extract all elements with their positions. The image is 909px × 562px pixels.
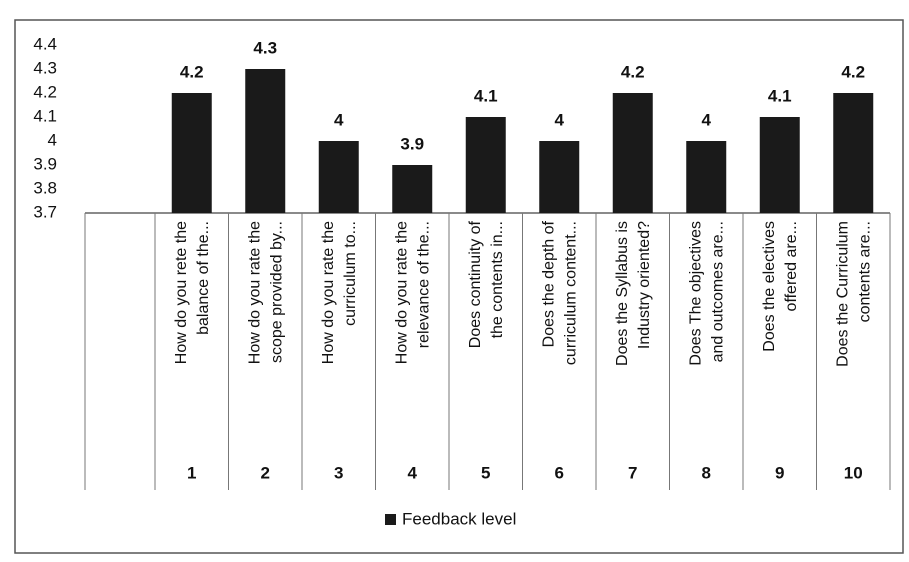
x-tick-label: 8 — [702, 463, 711, 482]
x-tick-label: 10 — [844, 463, 863, 482]
x-tick-label: 5 — [481, 463, 490, 482]
x-tick-label: 7 — [628, 463, 637, 482]
x-tick-label: 2 — [261, 463, 270, 482]
value-label: 4.1 — [474, 86, 498, 105]
y-tick-label: 3.9 — [33, 154, 57, 173]
category-description: curriculum content... — [562, 221, 579, 365]
value-label: 4.1 — [768, 86, 792, 105]
value-label: 4.2 — [841, 62, 865, 81]
y-tick-label: 4.1 — [33, 106, 57, 125]
bar — [686, 141, 727, 213]
chart-frame — [14, 19, 904, 554]
category-description: the contents in... — [489, 221, 506, 338]
category-description: How do you rate the — [393, 221, 410, 364]
y-tick-label: 3.8 — [33, 178, 57, 197]
x-tick-label: 9 — [775, 463, 784, 482]
y-tick-label: 4.4 — [33, 34, 57, 53]
category-description: Does the Curriculum — [834, 221, 851, 367]
value-label: 4 — [334, 110, 344, 129]
y-tick-label: 4.2 — [33, 82, 57, 101]
category-description: relevance of the... — [415, 221, 432, 348]
category-description: Industry oriented? — [636, 221, 653, 349]
category-description: and outcomes are... — [709, 221, 726, 362]
category-description: balance of the... — [195, 221, 212, 335]
value-label: 4.2 — [621, 62, 645, 81]
value-label: 3.9 — [400, 134, 424, 153]
y-tick-label: 4.3 — [33, 58, 57, 77]
y-tick-label: 4 — [48, 130, 57, 149]
category-description: scope provided by... — [268, 221, 285, 363]
category-description: How do you rate the — [320, 221, 337, 364]
bar — [245, 69, 286, 213]
category-description: offered are... — [783, 221, 800, 311]
value-label: 4.2 — [180, 62, 204, 81]
legend-swatch — [385, 514, 396, 525]
bar — [539, 141, 580, 213]
category-description: Does continuity of — [467, 220, 484, 348]
category-description: How do you rete the — [173, 221, 190, 364]
x-tick-label: 1 — [187, 463, 196, 482]
x-tick-label: 3 — [334, 463, 343, 482]
bar — [833, 93, 874, 213]
bar — [759, 117, 800, 213]
x-tick-label: 6 — [555, 463, 564, 482]
category-description: curriculum to... — [342, 221, 359, 326]
value-label: 4.3 — [253, 38, 277, 57]
bar — [318, 141, 359, 213]
legend-label: Feedback level — [402, 509, 516, 528]
bar — [465, 117, 506, 213]
value-label: 4 — [702, 110, 712, 129]
category-description: Does the depth of — [540, 220, 557, 347]
bar — [171, 93, 212, 213]
y-tick-label: 3.7 — [33, 202, 57, 221]
category-description: contents are... — [856, 221, 873, 322]
bar — [392, 165, 433, 213]
category-description: Does the electives — [761, 221, 778, 352]
category-description: How do you rate the — [246, 221, 263, 364]
x-tick-label: 4 — [408, 463, 418, 482]
category-description: Does The objectives — [687, 221, 704, 366]
category-description: Does the Syllabus is — [614, 221, 631, 366]
bar — [612, 93, 653, 213]
value-label: 4 — [555, 110, 565, 129]
